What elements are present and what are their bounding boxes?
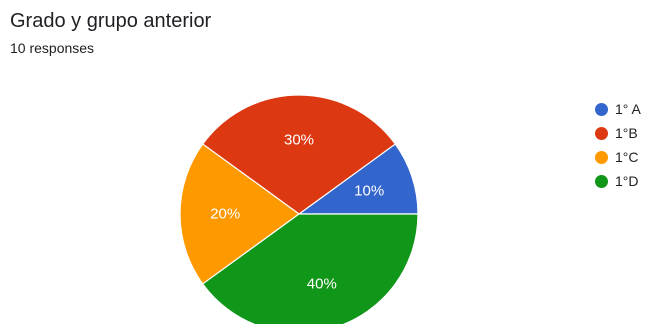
slice-label-4: 40% <box>307 276 337 293</box>
legend-swatch-icon <box>595 102 608 116</box>
legend-label: 1°D <box>615 173 639 189</box>
pie-slice-3[interactable] <box>179 143 301 285</box>
legend-label: 1° A <box>615 101 641 117</box>
legend: 1° A 1°B 1°C 1°D <box>595 97 649 193</box>
legend-swatch-icon <box>595 150 608 164</box>
response-count: 10 responses <box>10 40 95 56</box>
legend-item-2[interactable]: 1°B <box>595 121 649 145</box>
slice-label-2: 30% <box>284 132 314 149</box>
legend-label: 1°B <box>615 125 638 141</box>
chart-title: Grado y grupo anterior <box>10 10 212 32</box>
legend-item-4[interactable]: 1°D <box>595 169 649 193</box>
pie-slice-1[interactable] <box>297 143 419 215</box>
legend-item-1[interactable]: 1° A <box>595 97 649 121</box>
legend-swatch-icon <box>595 126 608 140</box>
legend-label: 1°C <box>615 149 639 165</box>
pie-slice-2[interactable] <box>201 94 397 215</box>
legend-item-3[interactable]: 1°C <box>595 145 649 169</box>
slice-label-1: 10% <box>354 183 384 200</box>
legend-swatch-icon <box>595 174 608 188</box>
slice-label-3: 20% <box>210 206 240 223</box>
pie-slice-4[interactable] <box>201 213 419 324</box>
